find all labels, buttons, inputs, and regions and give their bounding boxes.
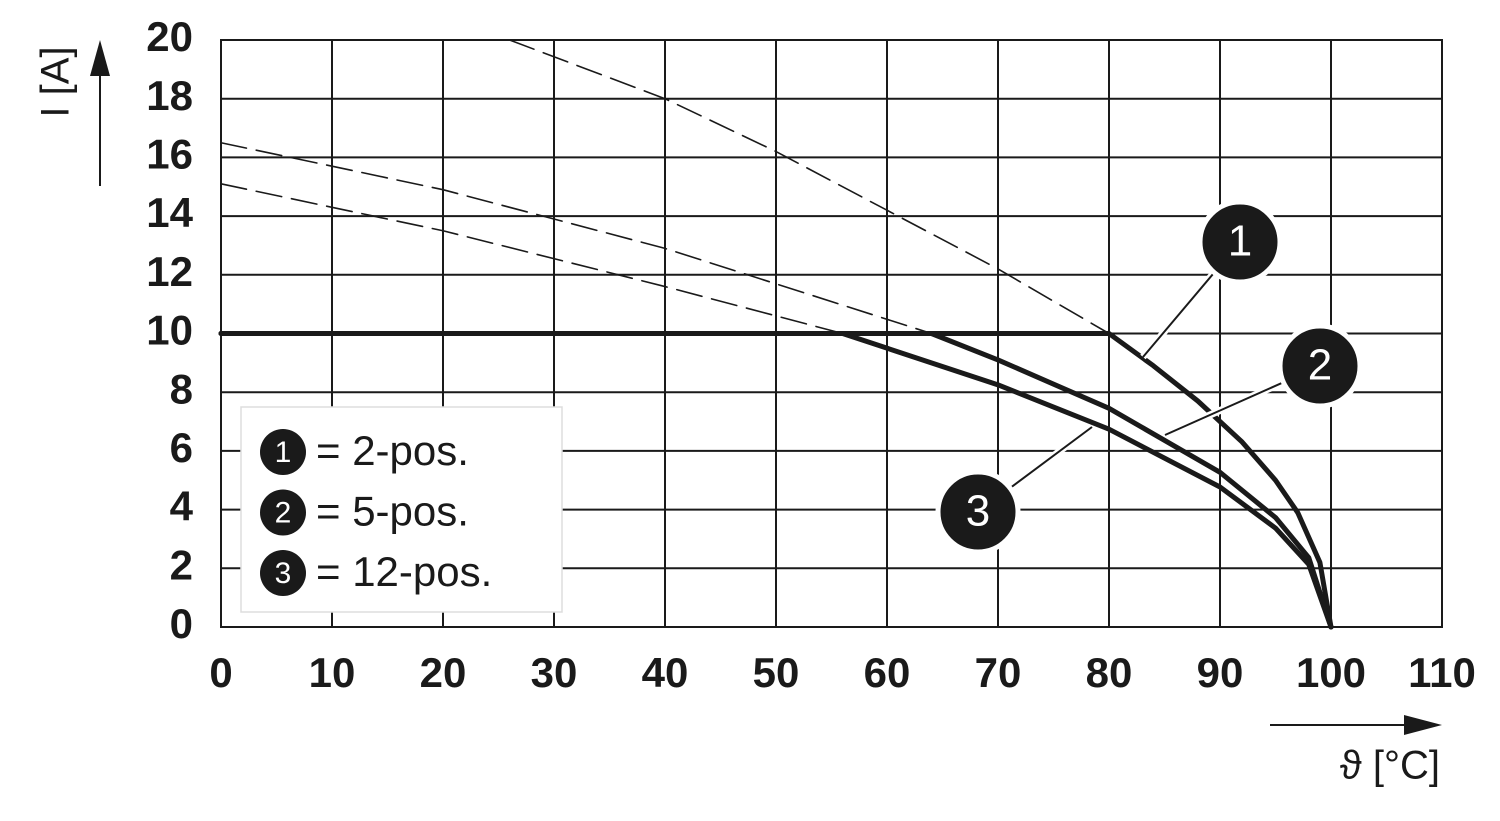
y-tick-label: 18 bbox=[146, 72, 193, 119]
y-tick-label: 14 bbox=[146, 189, 193, 236]
y-tick-label: 8 bbox=[170, 365, 193, 412]
x-arrow-head bbox=[1404, 715, 1442, 735]
y-arrow-head bbox=[90, 40, 110, 76]
callout-circle bbox=[935, 469, 1021, 555]
derating-curve bbox=[218, 331, 1334, 630]
x-tick-label: 70 bbox=[975, 649, 1022, 696]
legend-marker-number: 2 bbox=[275, 496, 292, 529]
derating-curve bbox=[218, 331, 1334, 630]
dashed-line bbox=[220, 183, 844, 335]
x-tick-label: 40 bbox=[642, 649, 689, 696]
legend-marker bbox=[260, 550, 306, 596]
legend-marker bbox=[260, 489, 306, 536]
x-tick-label: 80 bbox=[1086, 649, 1133, 696]
callout-number: 2 bbox=[1308, 341, 1332, 390]
x-axis-label: ϑ [°C] bbox=[1340, 744, 1440, 788]
callout-number: 3 bbox=[966, 487, 990, 536]
callout-circle bbox=[1277, 323, 1363, 409]
y-tick-label: 2 bbox=[170, 541, 193, 588]
y-tick-label: 20 bbox=[146, 13, 193, 60]
y-tick-label: 10 bbox=[146, 307, 193, 354]
x-tick-label: 100 bbox=[1296, 649, 1366, 696]
legend-marker-number: 3 bbox=[275, 557, 292, 590]
dashed-line bbox=[220, 141, 933, 335]
legend-marker-number: 1 bbox=[275, 436, 292, 469]
callout-number: 1 bbox=[1228, 217, 1252, 266]
y-tick-label: 0 bbox=[170, 600, 193, 647]
legend-label: = 5-pos. bbox=[316, 488, 469, 535]
derating-curve bbox=[218, 331, 1334, 630]
y-tick-label: 16 bbox=[146, 130, 193, 177]
legend-label: = 2-pos. bbox=[316, 427, 469, 474]
x-tick-label: 50 bbox=[753, 649, 800, 696]
dashed-line bbox=[508, 39, 1110, 335]
y-tick-label: 4 bbox=[170, 483, 194, 530]
x-tick-label: 20 bbox=[420, 649, 467, 696]
y-axis-label: I [A] bbox=[34, 46, 78, 117]
x-tick-label: 30 bbox=[531, 649, 578, 696]
legend-marker bbox=[260, 429, 306, 475]
x-tick-label: 90 bbox=[1197, 649, 1244, 696]
x-tick-label: 110 bbox=[1408, 649, 1476, 696]
y-tick-label: 6 bbox=[170, 424, 193, 471]
x-tick-label: 0 bbox=[209, 649, 232, 696]
y-tick-label: 12 bbox=[146, 248, 193, 295]
legend-label: = 12-pos. bbox=[316, 548, 492, 595]
x-tick-label: 60 bbox=[864, 649, 911, 696]
callout-circle bbox=[1197, 199, 1283, 285]
x-tick-label: 10 bbox=[309, 649, 356, 696]
